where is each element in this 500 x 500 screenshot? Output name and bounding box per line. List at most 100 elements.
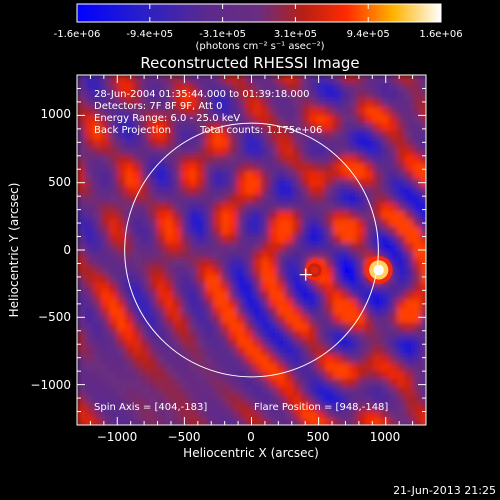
heatmap-cell [357, 251, 366, 260]
heatmap-cell [357, 419, 366, 425]
heatmap-cell [373, 323, 382, 332]
heatmap-cell [269, 387, 278, 396]
heatmap-cell [101, 235, 110, 244]
heatmap-cell [189, 107, 198, 116]
heatmap-cell [309, 179, 318, 188]
heatmap-cell [157, 91, 166, 100]
heatmap-cell [253, 355, 262, 364]
heatmap-cell [229, 267, 238, 276]
heatmap-cell [365, 363, 374, 372]
heatmap-cell [293, 331, 302, 340]
heatmap-cell [301, 411, 310, 420]
heatmap-cell [341, 83, 350, 92]
heatmap-cell [333, 171, 342, 180]
heatmap-cell [309, 147, 318, 156]
heatmap-cell [341, 347, 350, 356]
heatmap-cell [109, 379, 118, 388]
heatmap-cell [133, 371, 142, 380]
heatmap-cell [349, 355, 358, 364]
heatmap-cell [357, 347, 366, 356]
heatmap-cell [381, 131, 390, 140]
heatmap-cell [149, 211, 158, 220]
heatmap-cell [85, 315, 94, 324]
heatmap-cell [213, 147, 222, 156]
heatmap-cell [181, 195, 190, 204]
heatmap-cell [317, 379, 326, 388]
heatmap-cell [117, 267, 126, 276]
heatmap-cell [93, 179, 102, 188]
heatmap-cell [301, 163, 310, 172]
heatmap-cell [397, 331, 406, 340]
heatmap-cell [413, 283, 422, 292]
heatmap-cell [213, 91, 222, 100]
heatmap-cell [205, 75, 214, 84]
heatmap-cell [309, 283, 318, 292]
heatmap-cell [213, 203, 222, 212]
heatmap-cell [165, 371, 174, 380]
heatmap-cell [221, 139, 230, 148]
heatmap-cell [325, 123, 334, 132]
heatmap-cell [357, 403, 366, 412]
heatmap-cell [421, 331, 426, 340]
heatmap-cell [325, 299, 334, 308]
heatmap-cell [277, 323, 286, 332]
heatmap-cell [157, 371, 166, 380]
heatmap-cell [269, 139, 278, 148]
heatmap-cell [253, 123, 262, 132]
heatmap-cell [77, 75, 86, 84]
heatmap-cell [189, 243, 198, 252]
colorbar-tick-label: -3.1e+05 [199, 29, 246, 40]
heatmap-cell [197, 211, 206, 220]
heatmap-cell [181, 179, 190, 188]
annotation-datetime: 28-Jun-2004 01:35:44.000 to 01:39:18.000 [94, 89, 310, 100]
heatmap-cell [205, 331, 214, 340]
heatmap-cell [157, 283, 166, 292]
heatmap-cell [293, 395, 302, 404]
heatmap-cell [165, 403, 174, 412]
heatmap-cell [85, 267, 94, 276]
heatmap-cell [421, 419, 426, 425]
heatmap-cell [349, 275, 358, 284]
heatmap-cell [117, 235, 126, 244]
heatmap-cell [93, 75, 102, 84]
heatmap-cell [333, 91, 342, 100]
heatmap-cell [317, 147, 326, 156]
heatmap-cell [381, 235, 390, 244]
heatmap-cell [285, 323, 294, 332]
heatmap-cell [197, 179, 206, 188]
heatmap-cell [389, 251, 398, 260]
heatmap-cell [77, 163, 86, 172]
heatmap-cell [277, 219, 286, 228]
heatmap-cell [301, 235, 310, 244]
heatmap-cell [85, 203, 94, 212]
heatmap-cell [261, 139, 270, 148]
heatmap-cell [229, 203, 238, 212]
heatmap-cell [85, 99, 94, 108]
heatmap-cell [133, 267, 142, 276]
heatmap-cell [413, 411, 422, 420]
heatmap-cell [309, 363, 318, 372]
heatmap-cell [181, 75, 190, 84]
heatmap-cell [349, 91, 358, 100]
heatmap-cell [333, 411, 342, 420]
heatmap-cell [165, 299, 174, 308]
heatmap-cell [333, 283, 342, 292]
heatmap-cell [341, 147, 350, 156]
heatmap-cell [389, 83, 398, 92]
heatmap-cell [117, 99, 126, 108]
heatmap-cell [245, 331, 254, 340]
heatmap-cell [333, 123, 342, 132]
heatmap-cell [221, 395, 230, 404]
heatmap-cell [181, 379, 190, 388]
heatmap-cell [357, 355, 366, 364]
heatmap-cell [125, 235, 134, 244]
heatmap-cell [261, 115, 270, 124]
heatmap-cell [141, 227, 150, 236]
heatmap-cell [229, 395, 238, 404]
heatmap-cell [357, 163, 366, 172]
heatmap-cell [221, 195, 230, 204]
heatmap-cell [165, 419, 174, 425]
chart-title: Reconstructed RHESSI Image [140, 54, 359, 72]
heatmap-cell [213, 379, 222, 388]
heatmap-cell [245, 283, 254, 292]
